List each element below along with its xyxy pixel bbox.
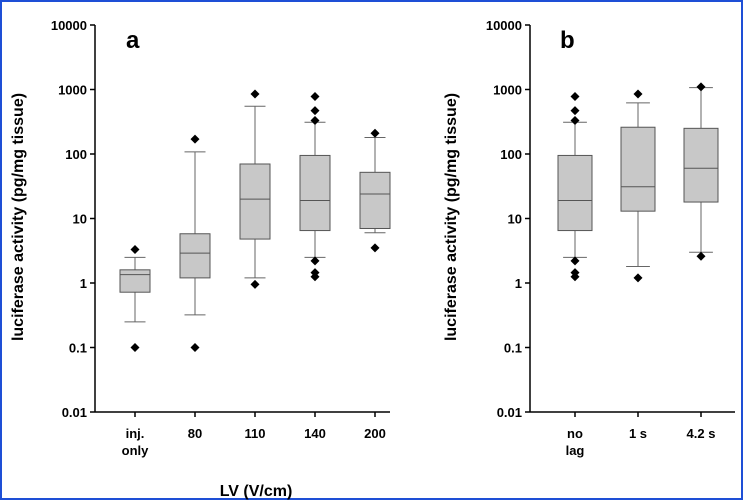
panel-b-x-tick-label: no (567, 426, 583, 441)
panel-a-box-body (179, 233, 211, 279)
panel-a-box-body (359, 171, 391, 229)
panel-a-outlier-point (310, 116, 320, 126)
panel-a-x-axis-label: LV (V/cm) (220, 483, 293, 500)
panel-b-letter: b (560, 27, 575, 54)
panel-a-x-tick-label: only (122, 443, 149, 458)
panel-b-box-1: 1 s (620, 89, 656, 441)
panel-a-y-axis-label: luciferase activity (pg/mg tissue) (10, 93, 27, 341)
panel-a-y-tick-label: 10000 (51, 18, 87, 33)
panel-b-outlier-point (570, 116, 580, 126)
panel-a-outlier-point (310, 106, 320, 116)
panel-b-box-body (620, 126, 656, 212)
panel-b-outlier-point (570, 91, 580, 101)
panel-a-x-tick-label: 200 (364, 426, 386, 441)
panel-b-y-tick-label: 10000 (486, 18, 522, 33)
panel-a-y-tick-label: 1 (80, 276, 87, 291)
panel-a-outlier-point (310, 256, 320, 266)
panel-a-box-2: 110 (239, 89, 271, 441)
panel-b-y-tick-label: 0.01 (497, 405, 522, 420)
panel-a-y-tick-label: 100 (65, 147, 87, 162)
panel-a-x-tick-label: inj. (126, 426, 145, 441)
panel-a-box-4: 200 (359, 128, 391, 441)
panel-b-outlier-point (633, 89, 643, 99)
panel-a-outlier-point (370, 128, 380, 138)
panel-b-y-axis-label: luciferase activity (pg/mg tissue) (443, 93, 460, 341)
panel-a-box-body (119, 269, 151, 293)
panel-b-box-body (557, 154, 593, 232)
panel-a-outlier-point (370, 243, 380, 253)
panel-a-y-tick-label: 0.1 (69, 341, 87, 356)
panel-b-outlier-point (570, 256, 580, 266)
panel-a-outlier-point (130, 343, 140, 352)
panel-a-y-tick-label: 1000 (58, 83, 87, 98)
panel-b-outlier-point (696, 82, 706, 92)
panel-a-x-tick-label: 140 (304, 426, 326, 441)
panel-a-outlier-point (190, 343, 200, 352)
panel-a-outlier-point (190, 134, 200, 144)
panel-b: b luciferase activity (pg/mg tissue) 0.0… (443, 18, 735, 458)
panel-a-outlier-point (310, 91, 320, 101)
panel-b-outlier-point (633, 273, 643, 283)
panel-b-y-tick-label: 100 (500, 147, 522, 162)
panel-a-letter: a (126, 27, 140, 54)
panel-b-y-tick-label: 10 (508, 212, 522, 227)
panel-b-y-tick-label: 1 (515, 276, 522, 291)
panel-b-plot: 0.01 0.1 1 10 100 1000 10000 no lag 1 s 4.2 s (486, 18, 735, 458)
panel-b-x-tick-label: 4.2 s (687, 426, 716, 441)
panel-b-x-tick-label: 1 s (629, 426, 647, 441)
panel-b-y-tick-label: 0.1 (504, 341, 522, 356)
panel-b-outlier-point (570, 268, 580, 278)
panel-b-y-tick-label: 1000 (493, 83, 522, 98)
panel-a-box-body (239, 163, 271, 240)
panel-a-box-0: inj. only (119, 245, 151, 458)
panel-a-y-tick-label: 10 (73, 212, 87, 227)
panel-b-box-0: no lag (557, 91, 593, 458)
panel-a-outlier-point (250, 89, 260, 99)
panel-a: a luciferase activity (pg/mg tissue) LV … (10, 18, 391, 500)
panel-b-outlier-point (570, 106, 580, 116)
panel-a-outlier-point (250, 279, 260, 289)
panel-b-x-tick-label: lag (566, 443, 585, 458)
panel-a-box-3: 140 (299, 91, 331, 441)
panel-a-x-tick-label: 110 (245, 426, 266, 441)
panel-b-box-body (683, 127, 719, 203)
panel-a-outlier-point (310, 268, 320, 278)
panel-b-outlier-point (696, 251, 706, 261)
panel-a-x-tick-label: 80 (188, 426, 202, 441)
panel-a-outlier-point (130, 245, 140, 255)
panel-b-box-2: 4.2 s (683, 82, 719, 441)
panel-a-box-body (299, 154, 331, 232)
panel-a-box-1: 80 (179, 134, 211, 441)
panel-a-y-tick-label: 0.01 (62, 405, 87, 420)
